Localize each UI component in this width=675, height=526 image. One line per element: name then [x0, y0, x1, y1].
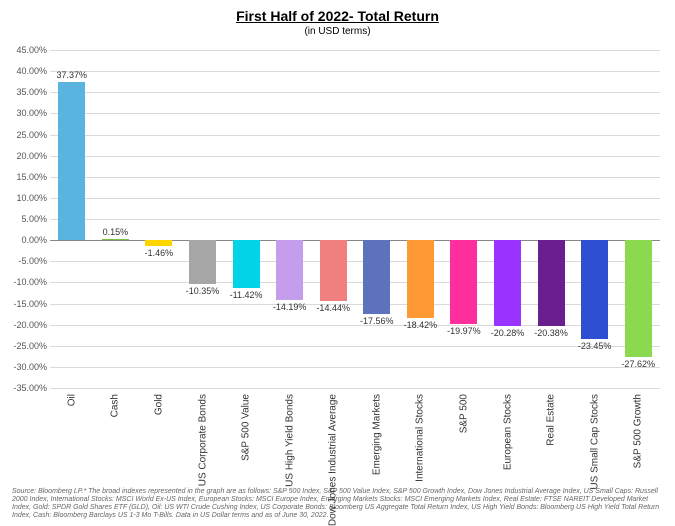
gridline: [50, 282, 660, 283]
bar-value-label: 37.37%: [57, 70, 88, 80]
bar-value-label: -1.46%: [145, 248, 174, 258]
y-tick-label: -15.00%: [2, 299, 47, 309]
x-category-label: Emerging Markets: [371, 394, 382, 475]
x-category-label: Real Estate: [546, 394, 557, 446]
bar: [450, 240, 477, 324]
title-block: First Half of 2022- Total Return (in USD…: [0, 8, 675, 37]
gridline: [50, 240, 660, 241]
gridline: [50, 304, 660, 305]
x-category-label: Cash: [110, 394, 121, 417]
gridline: [50, 71, 660, 72]
bar-value-label: -20.38%: [534, 328, 568, 338]
x-category-label: Dow Jones Industrial Average: [328, 394, 339, 526]
gridline: [50, 156, 660, 157]
bar: [538, 240, 565, 326]
bar: [625, 240, 652, 357]
bar: [276, 240, 303, 300]
bar-value-label: 0.15%: [103, 227, 129, 237]
y-tick-label: 45.00%: [2, 45, 47, 55]
gridline: [50, 198, 660, 199]
x-category-label: US Corporate Bonds: [197, 394, 208, 486]
bar: [58, 82, 85, 240]
y-tick-label: 0.00%: [2, 235, 47, 245]
bar-value-label: -17.56%: [360, 316, 394, 326]
bar: [494, 240, 521, 326]
x-category-label: Gold: [153, 394, 164, 415]
gridline: [50, 367, 660, 368]
y-tick-label: 25.00%: [2, 130, 47, 140]
gridline: [50, 113, 660, 114]
x-category-label: S&P 500 Growth: [633, 394, 644, 468]
y-tick-label: 15.00%: [2, 172, 47, 182]
y-tick-label: 30.00%: [2, 108, 47, 118]
y-tick-label: 20.00%: [2, 151, 47, 161]
bar: [233, 240, 260, 288]
x-category-label: US Small Cap Stocks: [589, 394, 600, 490]
y-tick-label: -25.00%: [2, 341, 47, 351]
bar-value-label: -10.35%: [186, 286, 220, 296]
chart-subtitle: (in USD terms): [0, 26, 675, 37]
gridline: [50, 135, 660, 136]
gridline: [50, 346, 660, 347]
bar-value-label: -14.19%: [273, 302, 307, 312]
bar-value-label: -11.42%: [230, 290, 263, 300]
chart-title: First Half of 2022- Total Return: [0, 8, 675, 24]
bar: [407, 240, 434, 318]
bar: [581, 240, 608, 339]
bar-value-label: -23.45%: [578, 341, 612, 351]
y-tick-label: -20.00%: [2, 320, 47, 330]
bar-value-label: -19.97%: [447, 326, 481, 336]
gridline: [50, 388, 660, 389]
plot-area: 37.37% 0.15% -1.46% -10.35% -11.42% -14.19% -1…: [50, 50, 660, 388]
gridline: [50, 177, 660, 178]
y-tick-label: 10.00%: [2, 193, 47, 203]
x-category-label: S&P 500 Value: [241, 394, 252, 461]
bar: [102, 239, 129, 240]
bar: [145, 240, 172, 246]
x-category-label: European Stocks: [502, 394, 513, 470]
y-tick-label: 40.00%: [2, 66, 47, 76]
bar-value-label: -20.28%: [491, 328, 525, 338]
chart-container: First Half of 2022- Total Return (in USD…: [0, 0, 675, 526]
gridline: [50, 92, 660, 93]
gridline: [50, 325, 660, 326]
y-tick-label: 35.00%: [2, 87, 47, 97]
y-tick-label: -5.00%: [2, 256, 47, 266]
y-tick-label: -30.00%: [2, 362, 47, 372]
x-category-label: International Stocks: [415, 394, 426, 482]
gridline: [50, 50, 660, 51]
bar: [189, 240, 216, 284]
bar-value-label: -27.62%: [621, 359, 655, 369]
x-category-label: Oil: [66, 394, 77, 406]
y-tick-label: -35.00%: [2, 383, 47, 393]
bar: [363, 240, 390, 314]
bar-value-label: -14.44%: [316, 303, 350, 313]
bar-value-label: -18.42%: [404, 320, 438, 330]
gridline: [50, 219, 660, 220]
gridline: [50, 261, 660, 262]
bar: [320, 240, 347, 301]
y-tick-label: -10.00%: [2, 277, 47, 287]
x-category-label: S&P 500: [458, 394, 469, 433]
x-category-label: US High Yield Bonds: [284, 394, 295, 487]
y-tick-label: 5.00%: [2, 214, 47, 224]
